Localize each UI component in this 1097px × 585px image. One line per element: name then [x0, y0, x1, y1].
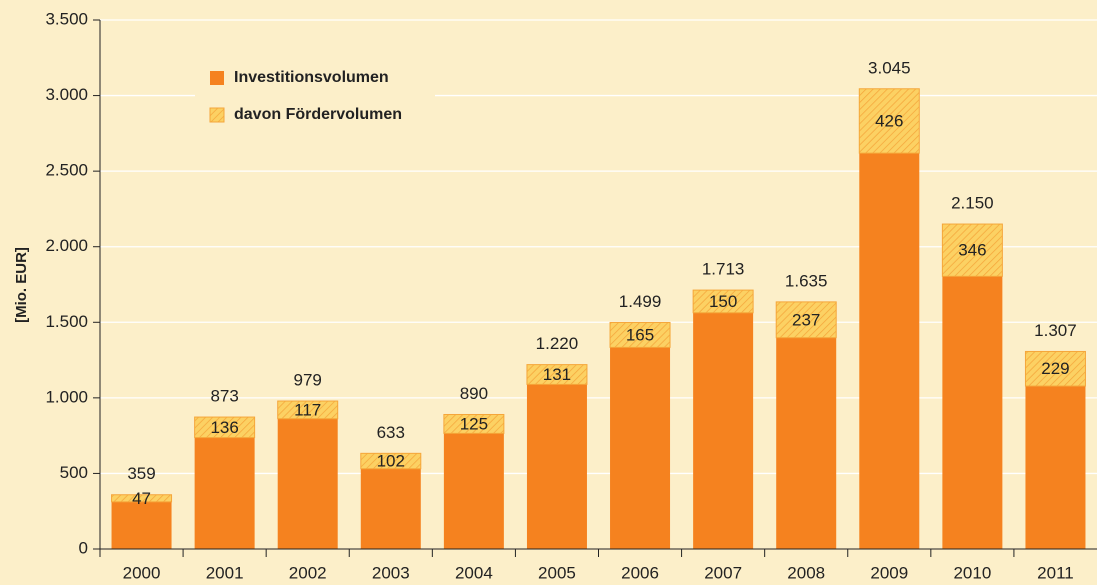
bar-segment — [194, 416, 256, 439]
bar-segment — [609, 321, 671, 348]
bar-segment — [775, 301, 837, 339]
data-label: 165 — [626, 325, 654, 344]
data-label: 47 — [132, 489, 151, 508]
bar-segment — [858, 88, 920, 154]
data-label: 131 — [543, 365, 571, 384]
x-tick-label: 2008 — [787, 563, 825, 582]
data-label: 346 — [958, 241, 986, 260]
data-label: 125 — [460, 414, 488, 433]
bar — [360, 453, 421, 549]
y-tick-label: 2.500 — [45, 161, 88, 180]
bar — [526, 364, 587, 549]
data-label: 633 — [377, 423, 405, 442]
x-tick-label: 2000 — [123, 563, 161, 582]
legend-swatch — [210, 71, 224, 85]
data-label: 237 — [792, 310, 820, 329]
bar-segment — [111, 494, 173, 503]
bar — [111, 494, 172, 549]
bar — [859, 88, 920, 550]
x-tick-label: 2001 — [206, 563, 244, 582]
data-label: 117 — [294, 400, 321, 419]
x-tick-label: 2003 — [372, 563, 410, 582]
data-label: 102 — [377, 452, 405, 471]
x-tick-label: 2009 — [870, 563, 908, 582]
data-label: 426 — [875, 111, 903, 130]
data-label: 1.220 — [536, 334, 579, 353]
bar — [776, 301, 837, 549]
bar-segment — [443, 413, 505, 434]
data-label: 1.635 — [785, 271, 828, 290]
bar — [693, 290, 754, 549]
data-label: 2.150 — [951, 194, 994, 213]
bar-segment — [1024, 350, 1086, 387]
data-label: 979 — [294, 371, 322, 390]
y-tick-label: 1.000 — [45, 387, 88, 406]
data-label: 229 — [1041, 359, 1069, 378]
data-label: 150 — [709, 292, 737, 311]
bar — [443, 414, 504, 549]
bar-segment — [526, 364, 588, 385]
y-tick-label: 2.000 — [45, 236, 88, 255]
data-label: 136 — [210, 418, 238, 437]
bar — [277, 401, 338, 549]
x-tick-label: 2005 — [538, 563, 576, 582]
legend-text: davon Fördervolumen — [234, 106, 402, 123]
data-label: 359 — [127, 464, 155, 483]
data-label: 873 — [210, 387, 238, 406]
data-label: 3.045 — [868, 58, 911, 77]
y-tick-label: 3.500 — [45, 9, 88, 28]
x-tick-label: 2002 — [289, 563, 327, 582]
x-tick-label: 2010 — [953, 563, 991, 582]
bar-segment — [941, 223, 1003, 277]
legend-box — [195, 60, 435, 135]
y-tick-label: 3.000 — [45, 85, 88, 104]
bar — [610, 322, 671, 549]
data-label: 1.499 — [619, 292, 662, 311]
x-tick-label: 2007 — [704, 563, 742, 582]
data-label: 890 — [460, 384, 488, 403]
legend-swatch — [209, 107, 225, 123]
y-axis-label: [Mio. EUR] — [13, 247, 30, 323]
legend-text: Investitionsvolumen — [234, 69, 389, 86]
bar-segment — [692, 289, 754, 314]
bar-segment — [360, 452, 422, 470]
y-tick-label: 500 — [60, 463, 88, 482]
x-tick-label: 2011 — [1037, 563, 1074, 582]
bar — [194, 417, 255, 549]
y-tick-label: 0 — [79, 538, 88, 557]
bar — [942, 224, 1003, 550]
x-tick-label: 2004 — [455, 563, 493, 582]
data-label: 1.713 — [702, 260, 745, 279]
x-tick-label: 2006 — [621, 563, 659, 582]
y-tick-label: 1.500 — [45, 312, 88, 331]
data-label: 1.307 — [1034, 321, 1077, 340]
bar-segment — [277, 400, 339, 420]
